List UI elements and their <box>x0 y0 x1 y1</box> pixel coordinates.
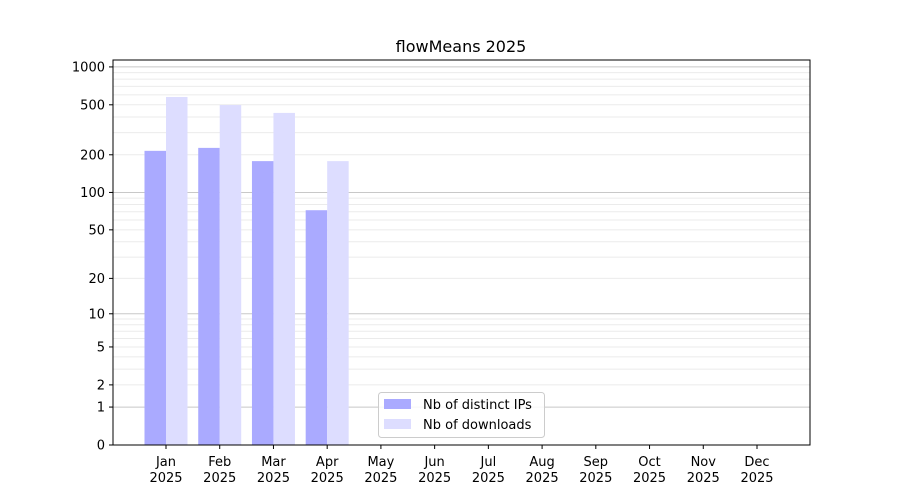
x-tick-label: Jun 2025 <box>418 455 451 486</box>
y-tick-label: 100 <box>80 186 105 201</box>
x-tick-label: Jan 2025 <box>149 455 182 486</box>
x-tick-label: Nov 2025 <box>687 455 720 486</box>
x-tick-label: Aug 2025 <box>526 455 559 486</box>
y-tick-label: 5 <box>97 340 105 355</box>
x-tick-label: Dec 2025 <box>740 455 773 486</box>
x-tick-label: Sep 2025 <box>579 455 612 486</box>
y-tick-label: 10 <box>88 307 105 322</box>
y-tick-label: 1000 <box>72 60 105 75</box>
bar-distinct-ips <box>198 147 220 445</box>
y-tick-label: 2 <box>97 378 105 393</box>
chart-title: flowMeans 2025 <box>396 37 527 56</box>
bar-distinct-ips <box>305 210 328 445</box>
x-tick-label: May 2025 <box>364 455 397 486</box>
legend-swatch <box>384 399 411 409</box>
y-tick-label: 1 <box>97 401 105 416</box>
legend-swatch <box>384 419 411 429</box>
x-tick-label: Feb 2025 <box>203 455 236 486</box>
bar-distinct-ips <box>144 150 166 445</box>
y-tick-label: 50 <box>88 223 105 238</box>
legend-box <box>378 392 545 438</box>
bar-downloads <box>273 112 295 445</box>
y-tick-label: 200 <box>80 148 105 163</box>
x-tick-label: Oct 2025 <box>633 455 666 486</box>
legend-label: Nb of downloads <box>423 418 532 433</box>
x-tick-label: Mar 2025 <box>257 455 290 486</box>
y-tick-label: 20 <box>88 272 105 287</box>
x-tick-label: Apr 2025 <box>311 455 344 486</box>
plot-frame <box>112 59 811 446</box>
bar-downloads <box>327 161 349 445</box>
bar-downloads <box>166 96 188 446</box>
legend-label: Nb of distinct IPs <box>423 398 532 413</box>
bar-downloads <box>219 105 242 445</box>
y-tick-label: 0 <box>97 439 105 454</box>
y-tick-label: 500 <box>80 98 105 113</box>
bar-distinct-ips <box>251 161 274 445</box>
legend: Nb of distinct IPs Nb of downloads <box>378 392 545 438</box>
x-tick-label: Jul 2025 <box>472 455 505 486</box>
